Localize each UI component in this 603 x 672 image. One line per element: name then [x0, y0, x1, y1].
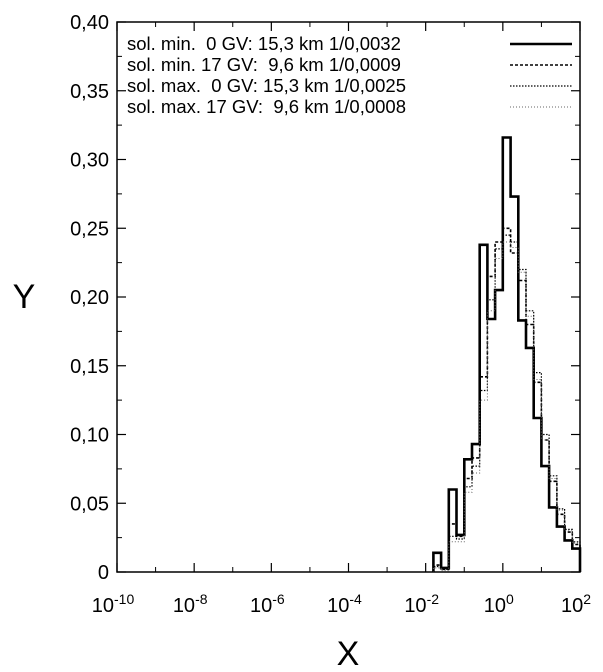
y-tick-label: 0,10 — [70, 425, 109, 447]
x-tick-label: 10-10 — [92, 591, 135, 617]
legend-label-3: sol. max. 0 GV: 15,3 km 1/0,0025 — [127, 75, 406, 96]
series-layer — [432, 136, 582, 572]
x-axis-title: X — [337, 635, 360, 672]
x-tick-label: 10-8 — [173, 591, 208, 617]
y-tick-label: 0,30 — [70, 150, 109, 172]
x-tick-label: 100 — [484, 591, 514, 617]
tick-layer: 10-10 10-8 10-6 10-4 10-2 100 102 0 0,05 0,10 0,15… — [70, 12, 591, 617]
y-tick-label: 0,25 — [70, 218, 109, 240]
y-axis-title: Y — [13, 278, 36, 316]
y-tick-label: 0,05 — [70, 493, 109, 515]
y-tick-label: 0,15 — [70, 356, 109, 378]
series-line-2 — [432, 227, 581, 572]
x-tick-label: 10-2 — [404, 591, 439, 617]
y-tick-label: 0,40 — [70, 12, 109, 34]
y-tick-label: 0 — [98, 562, 109, 584]
x-tick-label: 102 — [561, 591, 591, 617]
y-tick-label: 0,35 — [70, 81, 109, 103]
x-tick-label: 10-4 — [327, 591, 362, 617]
legend-label-2: sol. min. 17 GV: 9,6 km 1/0,0009 — [127, 54, 401, 75]
series-line-3 — [432, 234, 581, 572]
y-tick-label: 0,20 — [70, 287, 109, 309]
x-tick-label: 10-6 — [250, 591, 285, 617]
legend-label-1: sol. min. 0 GV: 15,3 km 1/0,0032 — [127, 33, 401, 54]
series-line-1 — [432, 136, 582, 572]
legend-label-4: sol. max. 17 GV: 9,6 km 1/0,0008 — [127, 96, 406, 117]
